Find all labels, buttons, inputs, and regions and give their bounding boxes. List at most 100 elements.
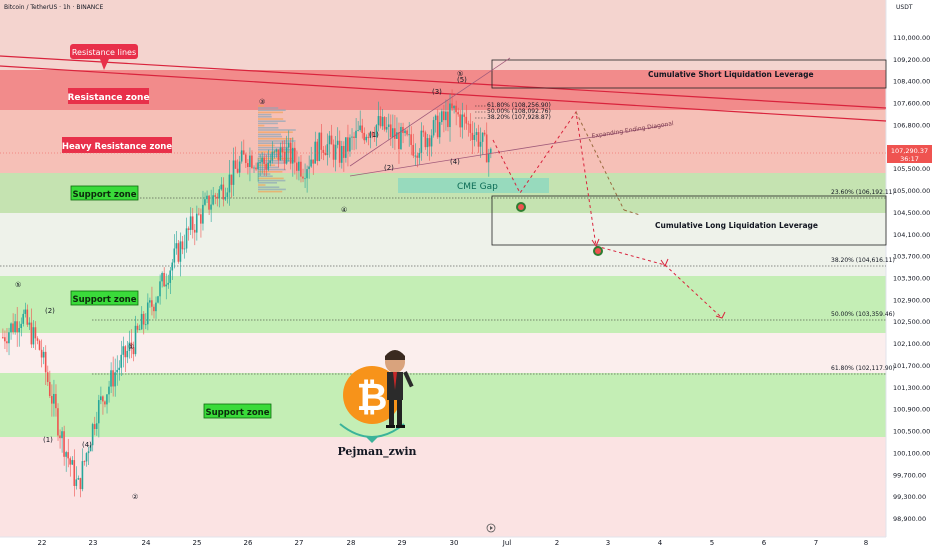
candle-body <box>102 396 104 402</box>
time-tick-label: 27 <box>295 539 304 547</box>
candle-body <box>351 136 353 138</box>
candle-body <box>146 302 149 325</box>
candle-body <box>128 342 131 351</box>
price-axis[interactable] <box>886 0 932 550</box>
candle-body <box>69 458 71 465</box>
candle-body <box>338 140 341 163</box>
fib-500-top: 50.00% (108,092.76) <box>487 108 551 115</box>
svg-text:Resistance zone: Resistance zone <box>67 93 149 103</box>
candle-body <box>73 460 76 486</box>
candle-body <box>473 134 476 140</box>
heavy-resistance-label: Heavy Resistance zone <box>62 137 172 153</box>
price-tick-label: 104,500.00 <box>893 209 930 217</box>
candle-body <box>367 136 370 138</box>
candle-body <box>483 132 486 135</box>
candle-body <box>114 372 116 387</box>
candle-body <box>187 228 190 230</box>
candle-body <box>281 147 284 152</box>
cme-gap-label: CME Gap <box>457 182 498 192</box>
candle-body <box>122 346 125 355</box>
candle-body <box>104 401 106 405</box>
candle-body <box>485 134 488 163</box>
candle-body <box>291 147 294 164</box>
candle-body <box>202 204 204 224</box>
svg-text:Support zone: Support zone <box>206 408 270 418</box>
candle-body <box>10 323 12 333</box>
candle-body <box>91 424 94 446</box>
author-label: Pejman_zwin <box>337 445 416 459</box>
candle-body <box>198 213 200 215</box>
candle-body <box>2 337 4 338</box>
candle-body <box>271 151 274 161</box>
support-zone-band-3 <box>0 373 886 437</box>
price-tick-label: 101,300.00 <box>893 384 930 392</box>
candle-body <box>371 132 374 136</box>
candle-body <box>36 338 39 341</box>
neutral-band-2 <box>0 333 886 373</box>
resistance-zone-label: Resistance zone <box>67 88 150 104</box>
candle-body <box>455 105 457 113</box>
candle-body <box>440 111 443 123</box>
candle-body <box>18 328 20 333</box>
volume-profile-bar <box>258 160 296 162</box>
candle-body <box>391 128 394 138</box>
candle-body <box>314 141 316 164</box>
svg-text:⑤: ⑤ <box>457 70 463 78</box>
candle-body <box>61 431 63 439</box>
volume-profile-bar <box>258 122 278 125</box>
candle-body <box>55 393 57 409</box>
volume-profile-bar <box>258 135 283 138</box>
time-axis[interactable] <box>0 537 886 550</box>
volume-profile-bar <box>258 107 279 109</box>
fib-382: 38.20% (104,616.11) <box>831 257 895 264</box>
volume-profile-bar <box>258 138 294 140</box>
candle-body <box>193 229 196 233</box>
svg-text:(2): (2) <box>384 164 394 172</box>
volume-profile-bar <box>258 118 284 120</box>
fib-618: 61.80% (102,117.90) <box>831 365 895 372</box>
candle-body <box>110 370 112 387</box>
candle-body <box>134 325 137 355</box>
candle-body <box>296 162 298 171</box>
svg-text:36:17: 36:17 <box>900 155 919 163</box>
candle-body <box>487 153 490 163</box>
candle-body <box>208 195 210 210</box>
candle-body <box>57 408 59 436</box>
candle-body <box>195 213 198 233</box>
replay-icon[interactable] <box>486 523 496 533</box>
candle-body <box>169 270 172 283</box>
price-tick-label: 102,500.00 <box>893 318 930 326</box>
candle-body <box>48 381 51 397</box>
candle-body <box>345 137 347 158</box>
candle-body <box>449 103 451 128</box>
character-illustration <box>385 350 414 428</box>
candle-body <box>412 144 414 156</box>
candle-body <box>451 103 453 109</box>
candle-body <box>77 478 80 480</box>
candle-body <box>175 243 178 249</box>
wave-labels: ① ② ③ ④ ⑤ (5) (3) (1) (2) (4) (1) (2) (4… <box>15 70 467 501</box>
candle-body <box>138 329 141 331</box>
time-tick-label: 23 <box>89 539 98 547</box>
candle-body <box>310 159 312 167</box>
candle-body <box>349 137 351 152</box>
volume-profile-bar <box>258 131 293 133</box>
candle-body <box>75 479 78 486</box>
candle-body <box>149 300 151 303</box>
time-tick-label: 28 <box>347 539 356 547</box>
candle-body <box>465 116 468 124</box>
fib-382-top: 38.20% (107,928.87) <box>487 114 551 121</box>
svg-text:(5): (5) <box>457 76 467 84</box>
candle-body <box>259 162 261 163</box>
candle-body <box>95 423 98 429</box>
candle-body <box>304 178 306 180</box>
candle-body <box>79 478 82 490</box>
candle-body <box>216 196 218 199</box>
time-tick-label: 24 <box>142 539 151 547</box>
volume-profile-bar <box>258 151 293 153</box>
time-tick-label: 25 <box>193 539 202 547</box>
price-tick-label: 103,700.00 <box>893 253 930 261</box>
candle-body <box>430 135 433 147</box>
svg-text:(1): (1) <box>369 131 379 139</box>
